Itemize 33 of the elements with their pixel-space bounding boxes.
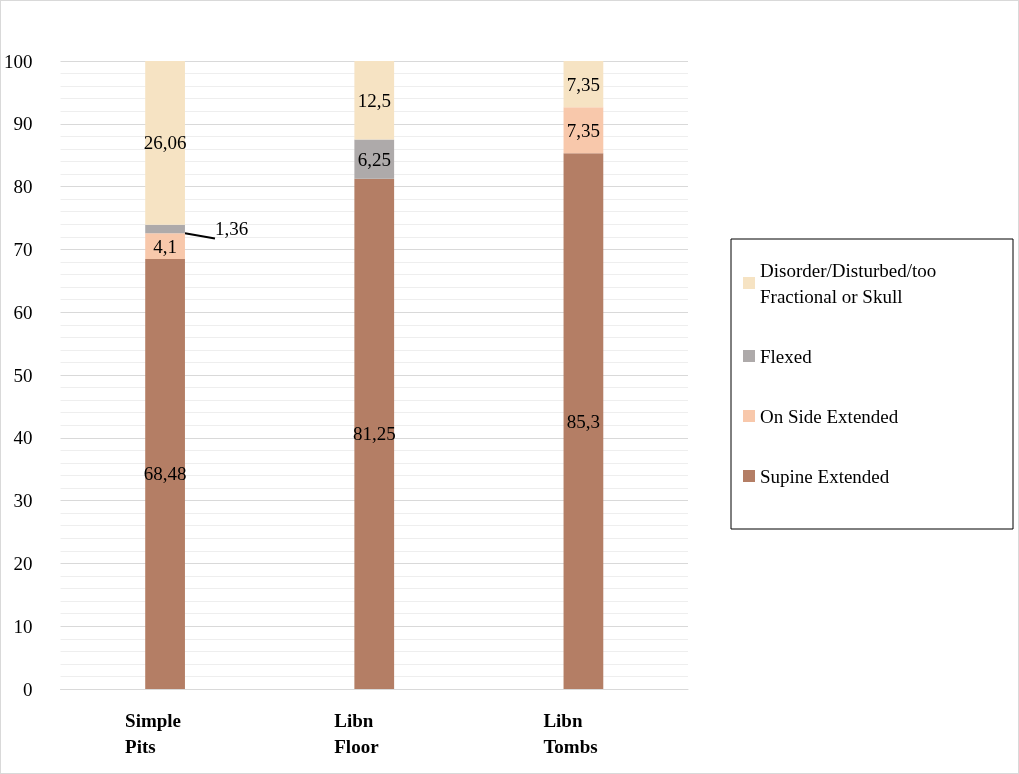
y-tick-label: 100 <box>4 50 33 72</box>
legend-label: Flexed <box>760 345 813 367</box>
y-tick-label: 50 <box>13 364 33 386</box>
data-label: 26,06 <box>143 132 187 154</box>
data-label: 12,5 <box>357 89 391 111</box>
bar <box>354 61 395 140</box>
bar <box>563 153 604 689</box>
bar <box>354 178 395 689</box>
data-label: 1,36 <box>214 218 249 240</box>
legend-label: Disorder/Disturbed/too Fractional or Skull <box>760 259 942 307</box>
data-label: 4,1 <box>153 235 177 257</box>
bar <box>145 61 185 225</box>
y-tick-label: 30 <box>13 490 33 512</box>
data-label: 6,25 <box>357 148 391 170</box>
legend-label: On Side Extended <box>760 405 899 427</box>
bar <box>145 258 185 689</box>
data-label: 85,3 <box>566 410 601 432</box>
y-tick-label: 20 <box>13 552 33 574</box>
y-tick-label: 90 <box>13 113 33 135</box>
y-tick-label: 70 <box>13 238 33 260</box>
y-tick-label: 0 <box>23 678 33 700</box>
bar <box>145 233 185 259</box>
data-label: 7,35 <box>566 119 601 141</box>
x-tick-label: Libn Tombs <box>543 709 598 757</box>
y-tick-label: 60 <box>13 301 33 323</box>
bar <box>145 224 185 234</box>
x-tick-label: Libn Floor <box>334 709 380 757</box>
y-tick-label: 40 <box>13 427 33 449</box>
y-tick-label: 80 <box>13 176 33 198</box>
legend-label: Supine Extended <box>760 465 890 487</box>
y-tick-label: 10 <box>13 615 33 637</box>
data-label: 7,35 <box>566 73 601 95</box>
x-tick-label: Simple Pits <box>125 709 186 757</box>
